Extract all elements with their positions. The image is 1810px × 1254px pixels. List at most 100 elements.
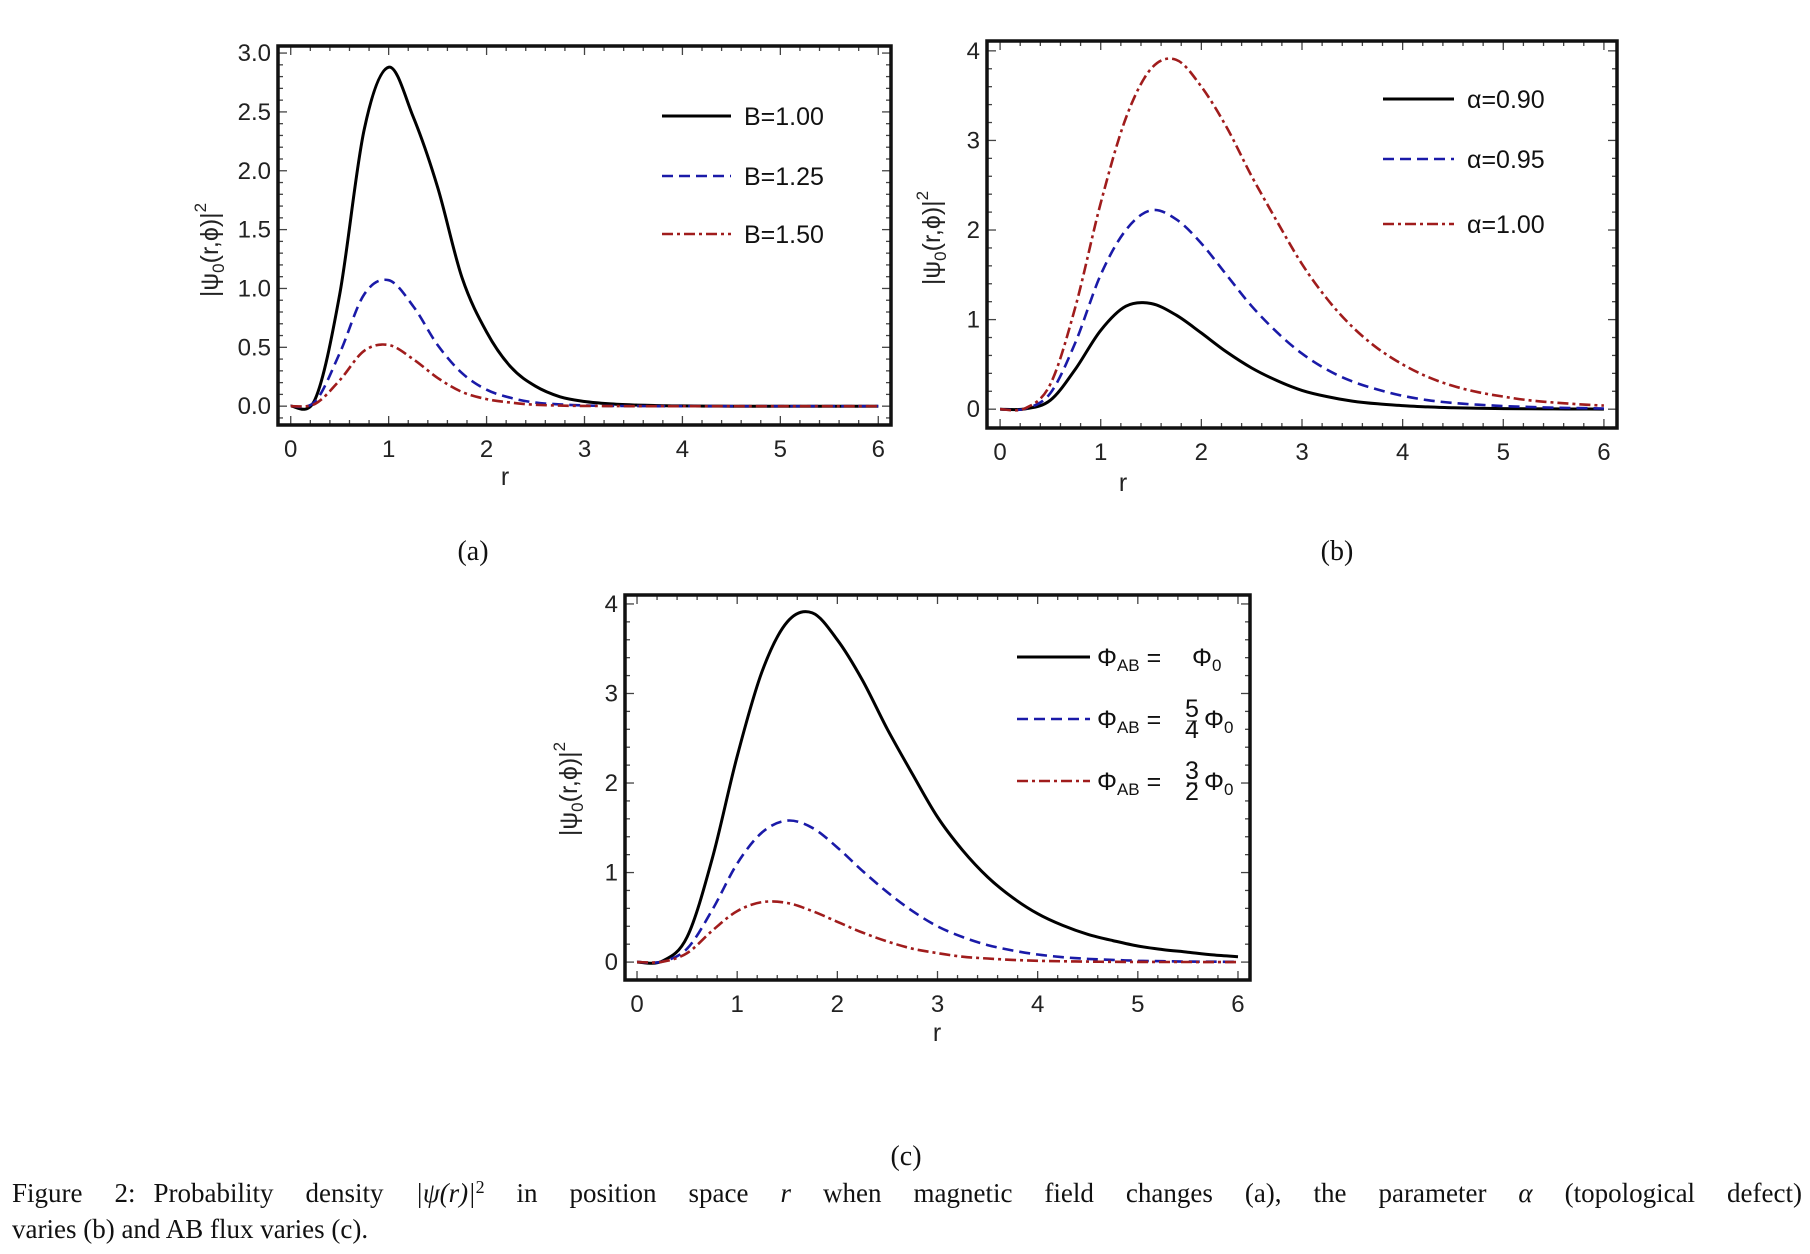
legend-sub: AB (1117, 656, 1140, 675)
legend-sub: AB (1117, 718, 1140, 737)
plot-frame (623, 593, 1252, 982)
legend-label: α=0.95 (1467, 146, 1545, 174)
caption-text: Probability density (153, 1178, 416, 1208)
y-label-post: (r,ϕ)| (196, 212, 224, 263)
y-label-sup: 2 (913, 191, 932, 200)
legend-label: B=1.00 (744, 103, 824, 131)
y-axis-label: |ψ0(r,ϕ)|2 (191, 203, 228, 297)
legend-eq: = (1140, 644, 1162, 672)
x-tick-label: 3 (931, 991, 944, 1018)
y-tick-label: 2 (605, 770, 618, 797)
legend-sym: Φ (1097, 644, 1117, 672)
series-line-dashdot (1000, 57, 1604, 412)
legend-frac-den: 4 (1185, 716, 1199, 744)
legend-tail: Φ0 (1192, 644, 1221, 675)
y-tick-label: 1 (605, 860, 618, 887)
legend-item: α=0.95 (1383, 146, 1545, 174)
caption-line-2: varies (b) and AB flux varies (c). (12, 1214, 369, 1244)
series-line-solid (636, 610, 1239, 965)
caption-text: in position space (484, 1178, 781, 1208)
legend-item: Φ AB = 54 Φ0 (1017, 695, 1233, 744)
legend-label: ΦAB = (1097, 644, 1161, 675)
x-tick-label: 2 (831, 991, 844, 1018)
plot-frame (276, 44, 893, 427)
figure-caption: Figure 2: Probability density |ψ(r)|2 in … (12, 1175, 1802, 1247)
legend-tail-sub: 0 (1224, 780, 1233, 799)
legend-label: B=1.25 (744, 163, 824, 191)
legend-item: B=1.25 (662, 163, 824, 191)
legend-item: B=1.00 (662, 103, 824, 131)
y-label-post: (r,ϕ)| (555, 751, 583, 802)
caption-text: (topological defect) (1532, 1178, 1802, 1208)
subfigure-label: (a) (457, 536, 488, 567)
y-tick-label: 0.0 (238, 393, 271, 420)
x-tick-label: 4 (1031, 991, 1044, 1018)
caption-label: Figure 2: (12, 1178, 136, 1208)
legend-tail-sym: Φ (1192, 644, 1212, 672)
y-tick-label: 0 (605, 949, 618, 976)
caption-text: when magnetic field changes (a), the par… (791, 1178, 1519, 1208)
legend-frac-den: 2 (1185, 778, 1199, 806)
x-tick-label: 4 (1396, 439, 1409, 466)
y-tick-label: 0.5 (238, 334, 271, 361)
y-tick-label: 2 (967, 217, 980, 244)
y-axis-label: |ψ0(r,ϕ)|2 (550, 742, 587, 836)
y-label-pre: |ψ (196, 273, 224, 297)
legend-item: ΦAB = 32 Φ0 (1017, 757, 1233, 806)
y-tick-label: 2.5 (238, 99, 271, 126)
series-line-dashed (1000, 208, 1604, 412)
legend-frac-num: 5 (1185, 695, 1199, 723)
legend-label: α=1.00 (1467, 211, 1545, 239)
chart-b: 0 1 2 3 4 5 601234r|ψ0(r,ϕ)|2(b)α=0.90α=0.95α=… (913, 38, 1619, 567)
legend-label: α=0.90 (1467, 86, 1545, 114)
caption-var-r: r (780, 1178, 792, 1208)
x-axis-label: r (501, 463, 509, 491)
y-tick-label: 1.5 (238, 217, 271, 244)
y-tick-label: 4 (605, 591, 618, 618)
x-tick-label: 2 (480, 436, 493, 463)
x-axis-label: r (1119, 469, 1127, 497)
y-axis-label: |ψ0(r,ϕ)|2 (913, 191, 950, 285)
y-tick-label: 3.0 (238, 40, 271, 67)
legend-label: B=1.50 (744, 221, 824, 249)
y-tick-label: 2.0 (238, 158, 271, 185)
legend-eq: = (1140, 706, 1162, 734)
x-tick-label: 0 (284, 436, 297, 463)
x-tick-label: 1 (730, 991, 743, 1018)
series-line-dashed (636, 819, 1239, 965)
legend-tail: Φ0 (1204, 768, 1233, 799)
x-tick-label: 5 (1131, 991, 1144, 1018)
y-label-pre: |ψ (918, 261, 946, 285)
x-tick-label: 6 (1231, 991, 1244, 1018)
subfigure-label: (c) (890, 1141, 921, 1172)
y-label-pre: |ψ (555, 812, 583, 836)
x-tick-label: 2 (1195, 439, 1208, 466)
legend-sub: AB (1117, 780, 1140, 799)
caption-math: |ψ(r)| (415, 1178, 476, 1208)
legend-item: α=1.00 (1383, 211, 1545, 239)
legend-sym: Φ (1097, 768, 1117, 796)
legend-tail-sym: Φ (1204, 706, 1224, 734)
caption-var-alpha: α (1518, 1178, 1533, 1208)
legend-tail-sym: Φ (1204, 768, 1224, 796)
y-tick-label: 1 (967, 307, 980, 334)
caption-line-1: Figure 2: Probability density |ψ(r)|2 in … (12, 1175, 1802, 1211)
plot-frame (985, 39, 1619, 430)
legend-tail-sub: 0 (1212, 656, 1221, 675)
legend-item: α=0.90 (1383, 86, 1545, 114)
x-tick-label: 5 (1497, 439, 1510, 466)
x-tick-label: 5 (774, 436, 787, 463)
x-tick-label: 1 (1094, 439, 1107, 466)
y-label-sub: 0 (568, 802, 587, 811)
caption-sup: 2 (475, 1177, 485, 1197)
series-line-dashed (290, 278, 879, 409)
x-tick-label: 0 (630, 991, 643, 1018)
subfigure-label: (b) (1321, 536, 1354, 567)
x-axis-label: r (933, 1019, 941, 1047)
legend-tail: Φ0 (1204, 706, 1233, 737)
y-label-sub: 0 (209, 263, 228, 272)
legend-item: B=1.50 (662, 221, 824, 249)
x-tick-label: 0 (993, 439, 1006, 466)
